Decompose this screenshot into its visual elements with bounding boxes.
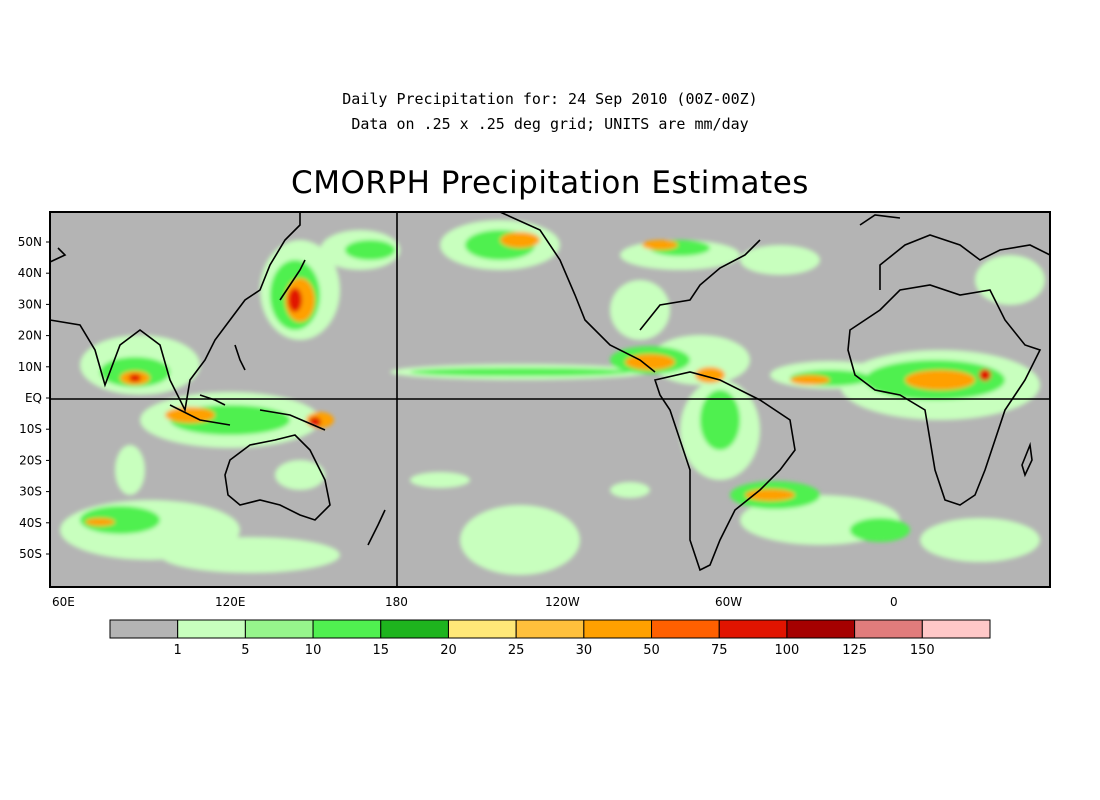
subtitle-date: Daily Precipitation for: 24 Sep 2010 (00…	[342, 90, 758, 108]
lat-label-9: 40S	[19, 516, 42, 530]
lat-label-1: 40N	[18, 266, 42, 280]
legend-swatch-10	[786, 619, 856, 639]
legend-label-4: 20	[440, 643, 457, 658]
legend-swatch-1	[177, 619, 246, 639]
lat-label-0: 50N	[18, 235, 42, 249]
lat-label-2: 30N	[18, 297, 42, 311]
color-legend: 1 5 10 15 20 25 30 50 75 100 125 150	[109, 619, 991, 658]
legend-swatch-11	[854, 619, 923, 639]
map-frame	[49, 211, 1051, 588]
legend-label-0: 1	[174, 643, 182, 658]
legend-label-8: 75	[711, 643, 728, 658]
legend-swatch-8	[651, 619, 720, 639]
legend-swatch-5	[447, 619, 517, 639]
legend-swatch-4	[380, 619, 449, 639]
legend-label-3: 15	[372, 643, 389, 658]
subtitle-units: Data on .25 x .25 deg grid; UNITS are mm…	[351, 115, 749, 133]
coastlines	[49, 211, 1051, 572]
legend-swatch-9	[718, 619, 788, 639]
legend-label-1: 5	[241, 643, 249, 658]
legend-swatch-6	[515, 619, 585, 639]
lon-label-4: 60W	[715, 595, 742, 609]
lon-label-0: 60E	[52, 595, 75, 609]
lat-label-8: 30S	[19, 485, 42, 499]
legend-swatch-2	[244, 619, 314, 639]
lat-label-4: 10N	[18, 360, 42, 374]
rain-field	[60, 220, 1045, 575]
legend-swatch-7	[583, 619, 653, 639]
axis-labels: 60E 120E 180 120W 60W 0 50N 40N 30N 20N 10N EQ 10S 20…	[18, 235, 898, 609]
legend-swatch-12	[921, 619, 991, 639]
lon-label-3: 120W	[545, 595, 580, 609]
legend-label-7: 50	[643, 643, 660, 658]
lon-label-2: 180	[385, 595, 408, 609]
legend-label-2: 10	[305, 643, 322, 658]
lon-label-1: 120E	[215, 595, 246, 609]
lat-label-7: 20S	[19, 453, 42, 467]
legend-swatch-3	[312, 619, 382, 639]
lat-label-6: 10S	[19, 422, 42, 436]
lat-label-10: 50S	[19, 547, 42, 561]
legend-label-10: 125	[842, 643, 867, 658]
legend-label-9: 100	[775, 643, 800, 658]
legend-label-6: 30	[576, 643, 593, 658]
legend-swatch-0	[109, 619, 179, 639]
legend-label-5: 25	[508, 643, 525, 658]
map-title: CMORPH Precipitation Estimates	[291, 165, 809, 201]
lat-label-3: 20N	[18, 329, 42, 343]
legend-label-11: 150	[910, 643, 935, 658]
lat-label-5: EQ	[25, 391, 42, 405]
lon-label-5: 0	[890, 595, 898, 609]
